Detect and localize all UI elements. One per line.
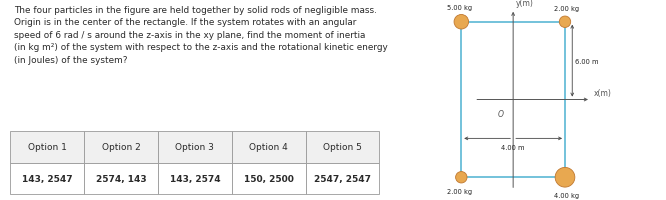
Text: 2574, 143: 2574, 143 bbox=[96, 174, 147, 183]
Text: 143, 2574: 143, 2574 bbox=[170, 174, 220, 183]
Bar bbox=[158, 163, 232, 194]
Text: 2.00 kg: 2.00 kg bbox=[553, 6, 579, 12]
Bar bbox=[462, 23, 565, 177]
Bar bbox=[158, 131, 232, 163]
Text: 2547, 2547: 2547, 2547 bbox=[314, 174, 371, 183]
Text: 150, 2500: 150, 2500 bbox=[244, 174, 294, 183]
Bar bbox=[306, 163, 380, 194]
Bar bbox=[232, 131, 306, 163]
Text: 2.00 kg: 2.00 kg bbox=[448, 188, 473, 194]
Circle shape bbox=[454, 15, 469, 30]
Text: Option 3: Option 3 bbox=[176, 143, 214, 152]
Text: Option 2: Option 2 bbox=[102, 143, 141, 152]
Text: 4.00 kg: 4.00 kg bbox=[553, 192, 579, 198]
Text: O: O bbox=[498, 109, 503, 118]
Bar bbox=[11, 131, 84, 163]
Circle shape bbox=[555, 168, 575, 187]
Text: 5.00 kg: 5.00 kg bbox=[448, 5, 473, 11]
Text: 143, 2547: 143, 2547 bbox=[22, 174, 73, 183]
Text: Option 1: Option 1 bbox=[28, 143, 67, 152]
Bar bbox=[232, 163, 306, 194]
Text: The four particles in the figure are held together by solid rods of negligible m: The four particles in the figure are hel… bbox=[14, 6, 388, 65]
Bar bbox=[11, 163, 84, 194]
Circle shape bbox=[559, 17, 571, 28]
Text: x(m): x(m) bbox=[594, 88, 612, 97]
Bar bbox=[84, 163, 158, 194]
Bar bbox=[306, 131, 380, 163]
Text: 4.00 m: 4.00 m bbox=[501, 144, 525, 150]
Bar bbox=[84, 131, 158, 163]
Text: Option 5: Option 5 bbox=[323, 143, 362, 152]
Text: Option 4: Option 4 bbox=[249, 143, 288, 152]
Text: y(m): y(m) bbox=[516, 0, 534, 8]
Circle shape bbox=[456, 172, 467, 183]
Text: 6.00 m: 6.00 m bbox=[575, 58, 599, 64]
